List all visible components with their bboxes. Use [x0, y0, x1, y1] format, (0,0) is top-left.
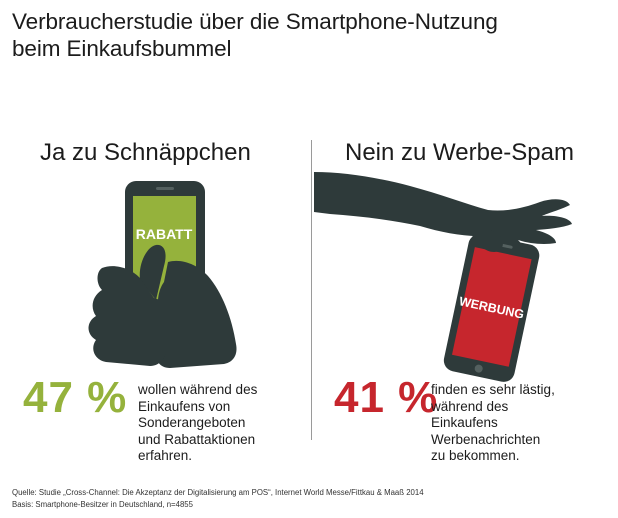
rabatt-label: RABATT [136, 226, 193, 242]
pointing-finger [139, 244, 166, 300]
right-heading: Nein zu Werbe-Spam [345, 139, 574, 166]
pointing-hand [88, 266, 168, 366]
left-text-line: wollen während des [138, 382, 258, 397]
column-divider [311, 140, 312, 440]
left-text-line: Einkaufens von [138, 398, 231, 414]
footer: Quelle: Studie „Cross-Channel: Die Akzep… [12, 487, 424, 511]
left-stat-text: wollen während des Einkaufens von Sonder… [138, 382, 257, 465]
right-stat-text: finden es sehr lästig, während des Einka… [431, 382, 555, 465]
right-text-line: Einkaufens [431, 415, 498, 430]
left-illustration: RABATT [88, 181, 237, 368]
left-text-line: erfahren. [138, 448, 193, 463]
left-text-line: und Rabattaktionen [138, 431, 256, 447]
right-text-line: während des [431, 398, 509, 414]
red-phone-screen [451, 247, 532, 367]
left-heading: Ja zu Schnäppchen [40, 139, 251, 166]
left-text-line: Sonderangeboten [138, 415, 246, 430]
right-text-line: finden es sehr lästig, [431, 382, 555, 397]
right-text-line: zu bekommen. [431, 448, 520, 463]
pinching-thumb [470, 228, 503, 252]
right-illustration: WERBUNG [314, 172, 572, 382]
right-percentage: 41 % [334, 373, 439, 422]
left-percentage: 47 % [23, 373, 128, 422]
footer-source: Quelle: Studie „Cross-Channel: Die Akzep… [12, 488, 424, 497]
title-line-1: Verbraucherstudie über die Smartphone-Nu… [12, 9, 498, 34]
right-text-line: Werbenachrichten [431, 431, 541, 447]
phone-speaker [156, 187, 174, 190]
phone-corner [186, 300, 205, 337]
page-title: Verbraucherstudie über die Smartphone-Nu… [12, 8, 612, 62]
footer-basis: Basis: Smartphone-Besitzer in Deutschlan… [12, 500, 193, 509]
title-line-2: beim Einkaufsbummel [12, 36, 232, 61]
red-phone-button [474, 364, 483, 373]
